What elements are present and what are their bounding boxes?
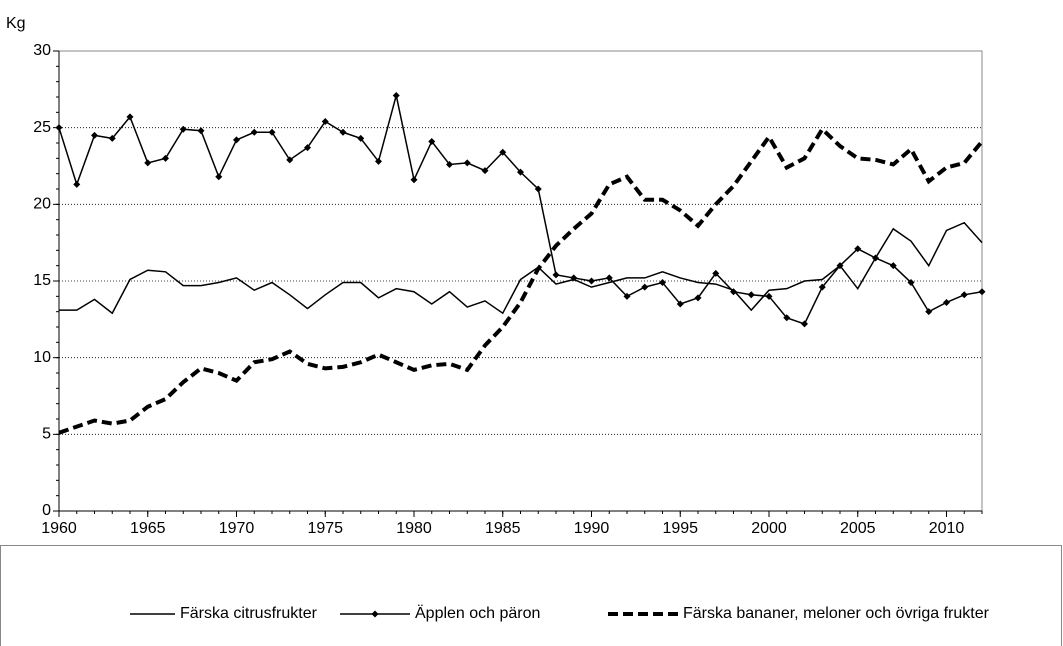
point-marker — [641, 283, 649, 291]
y-tick-label: 30 — [33, 42, 51, 59]
point-marker — [55, 124, 63, 132]
x-tick-label: 1980 — [396, 520, 432, 537]
point-marker — [889, 262, 897, 270]
point-marker — [446, 160, 453, 168]
point-marker — [818, 283, 826, 291]
point-marker — [605, 274, 613, 282]
point-marker — [162, 154, 169, 162]
point-marker — [783, 314, 791, 322]
y-tick-label: 0 — [42, 502, 51, 519]
point-marker — [570, 274, 578, 282]
legend-label: Färska bananer, meloner och övriga frukt… — [683, 605, 990, 622]
point-marker — [765, 292, 773, 300]
series-line — [58, 126, 984, 435]
point-marker — [268, 128, 276, 136]
point-marker — [534, 185, 542, 193]
y-tick-label: 20 — [33, 196, 51, 213]
point-marker — [91, 131, 98, 139]
point-marker — [517, 168, 524, 176]
point-marker — [854, 245, 862, 253]
point-marker — [588, 277, 595, 285]
legend-label: Färska citrusfrukter — [180, 605, 318, 622]
point-marker — [357, 134, 365, 142]
point-marker — [712, 269, 720, 277]
y-tick-label: 25 — [33, 119, 51, 136]
y-tick-label: 10 — [33, 349, 51, 366]
point-marker — [730, 288, 737, 296]
x-tick-label: 1995 — [662, 520, 698, 537]
point-marker — [321, 118, 329, 126]
x-tick-label: 1975 — [307, 520, 343, 537]
point-marker — [197, 127, 205, 135]
x-tick-label: 2000 — [751, 520, 787, 537]
point-marker — [960, 291, 968, 299]
x-tick-label: 1970 — [219, 520, 255, 537]
point-marker — [907, 279, 915, 287]
x-tick-label: 2010 — [929, 520, 965, 537]
point-marker — [801, 320, 808, 328]
x-tick-label: 1985 — [485, 520, 521, 537]
x-tick-label: 1960 — [41, 520, 77, 537]
point-marker — [410, 176, 418, 184]
series-line — [59, 221, 983, 315]
x-tick-label: 2005 — [840, 520, 876, 537]
legend-marker — [371, 610, 379, 618]
point-marker — [659, 279, 666, 287]
y-axis-label: Kg — [6, 15, 26, 32]
point-marker — [978, 288, 986, 296]
point-marker — [481, 167, 489, 175]
point-marker — [233, 136, 240, 144]
point-marker — [623, 292, 631, 300]
point-marker — [925, 308, 933, 316]
point-marker — [286, 156, 294, 164]
x-tick-label: 1990 — [574, 520, 610, 537]
point-marker — [943, 298, 950, 306]
point-marker — [872, 254, 879, 262]
point-marker — [392, 91, 400, 99]
legend-label: Äpplen och päron — [415, 604, 540, 622]
y-tick-label: 5 — [42, 426, 51, 443]
point-marker — [463, 159, 471, 167]
series-line — [58, 95, 983, 325]
point-marker — [304, 144, 311, 152]
point-marker — [126, 113, 134, 121]
point-marker — [552, 271, 560, 279]
point-marker — [73, 180, 81, 188]
y-tick-label: 15 — [33, 272, 51, 289]
point-marker — [694, 294, 702, 302]
point-marker — [428, 137, 436, 145]
point-marker — [836, 262, 844, 270]
point-marker — [108, 134, 116, 142]
point-marker — [747, 291, 755, 299]
point-marker — [499, 148, 507, 156]
x-tick-label: 1965 — [130, 520, 166, 537]
point-marker — [144, 159, 152, 167]
point-marker — [215, 173, 223, 181]
point-marker — [375, 157, 382, 165]
point-marker — [250, 128, 258, 136]
point-marker — [676, 300, 684, 308]
point-marker — [179, 125, 187, 133]
point-marker — [339, 128, 347, 136]
legend-box — [0, 545, 1062, 646]
